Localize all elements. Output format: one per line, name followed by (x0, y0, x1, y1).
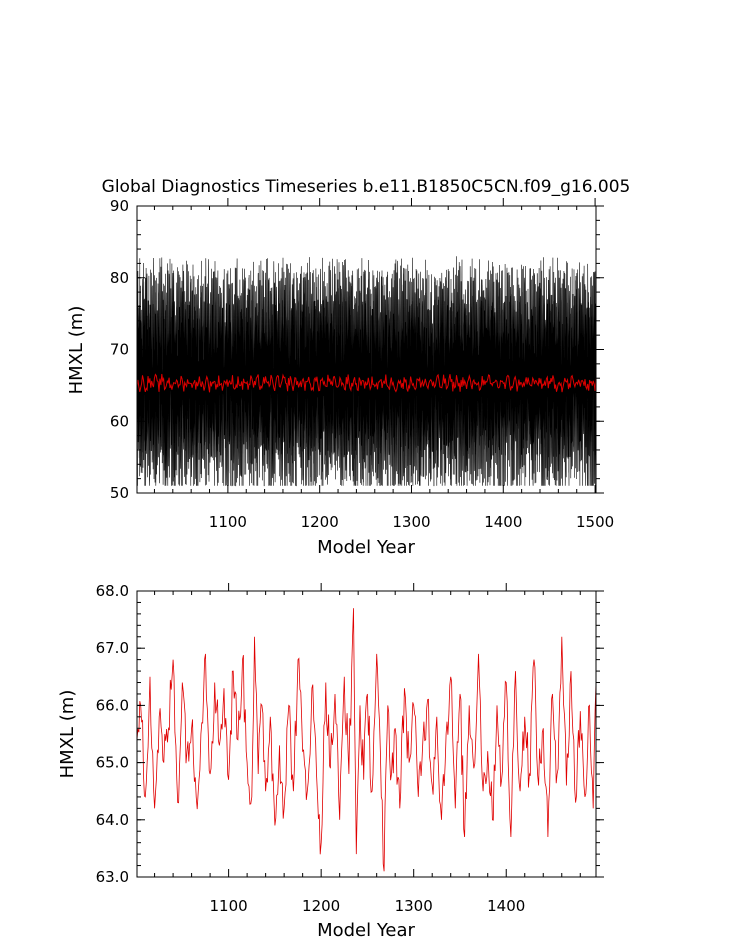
bottom-axis-ticks (137, 583, 604, 878)
x-tick-label: 1100 (210, 897, 248, 915)
top-y-axis-label: HMXL (m) (66, 306, 87, 395)
x-tick-label: 1400 (487, 897, 525, 915)
top-x-axis-label: Model Year (317, 537, 415, 558)
chart-title: Global Diagnostics Timeseries b.e11.B185… (102, 177, 631, 197)
top-x-tick-labels: 1100 1200 1300 1400 1500 (209, 513, 614, 531)
y-tick-label: 65.0 (96, 754, 129, 772)
y-tick-label: 80 (110, 269, 129, 287)
bottom-timeseries-panel: 1100 1200 1300 1400 63.0 64.0 65.0 66.0 67.0 68.… (57, 582, 604, 941)
y-tick-label: 68.0 (96, 582, 129, 600)
top-axis-ticks (137, 198, 604, 494)
y-tick-label: 67.0 (96, 639, 129, 657)
y-tick-label: 90 (110, 197, 129, 215)
x-tick-label: 1500 (576, 513, 614, 531)
annual-line (136, 373, 597, 393)
x-tick-label: 1300 (392, 513, 430, 531)
y-tick-label: 66.0 (96, 696, 129, 714)
x-tick-label: 1300 (395, 897, 433, 915)
y-tick-label: 50 (110, 484, 129, 502)
annual-series-line (136, 373, 597, 393)
x-tick-label: 1400 (484, 513, 522, 531)
top-y-tick-labels: 50 60 70 80 90 (110, 197, 129, 502)
x-tick-label: 1200 (302, 897, 340, 915)
bottom-x-tick-labels: 1100 1200 1300 1400 (210, 897, 526, 915)
annual-series-line (136, 608, 597, 872)
y-tick-label: 60 (110, 412, 129, 430)
monthly-line (136, 256, 597, 487)
bottom-y-tick-labels: 63.0 64.0 65.0 66.0 67.0 68.0 (96, 582, 129, 886)
x-tick-label: 1100 (209, 513, 247, 531)
annual-line (136, 608, 597, 872)
bottom-plot-frame (136, 590, 597, 878)
y-tick-label: 70 (110, 341, 129, 359)
x-tick-label: 1200 (301, 513, 339, 531)
top-timeseries-panel: 1100 1200 1300 1400 1500 50 60 70 80 90 Model Ye… (66, 197, 614, 558)
bottom-y-axis-label: HMXL (m) (57, 690, 78, 779)
y-tick-label: 64.0 (96, 811, 129, 829)
bottom-x-axis-label: Model Year (317, 920, 415, 941)
y-tick-label: 63.0 (96, 868, 129, 886)
monthly-series-line (136, 256, 597, 487)
